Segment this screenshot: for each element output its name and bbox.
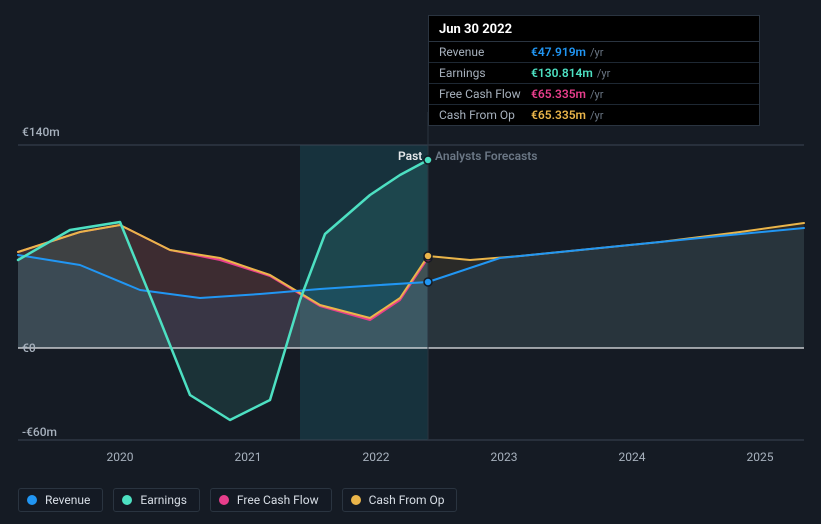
legend-label-free_cash_flow: Free Cash Flow (237, 493, 319, 507)
tooltip-date: Jun 30 2022 (429, 16, 759, 42)
xlabel-2021: 2021 (235, 450, 262, 464)
legend-label-cash_from_op: Cash From Op (369, 493, 445, 507)
ylabel-max: €140m (22, 125, 60, 139)
ylabel-min: -€60m (22, 425, 57, 439)
xlabel-2022: 2022 (363, 450, 390, 464)
legend-swatch-revenue (27, 495, 37, 505)
series-marker-cash_from_op (424, 252, 432, 260)
legend-item-cash_from_op[interactable]: Cash From Op (342, 488, 458, 512)
series-marker-earnings (424, 156, 432, 164)
tooltip-row-free_cash_flow: Free Cash Flow€65.335m/yr (429, 84, 759, 105)
tooltip-unit-cash_from_op: /yr (590, 109, 603, 122)
xlabel-2023: 2023 (491, 450, 518, 464)
tooltip-row-revenue: Revenue€47.919m/yr (429, 42, 759, 63)
xlabel-2020: 2020 (107, 450, 134, 464)
tooltip-label-free_cash_flow: Free Cash Flow (439, 87, 531, 101)
legend-item-free_cash_flow[interactable]: Free Cash Flow (210, 488, 332, 512)
legend-item-revenue[interactable]: Revenue (18, 488, 103, 512)
finance-chart: €140m €0 -€60m 202020212022202320242025 … (0, 0, 821, 524)
chart-tooltip: Jun 30 2022 Revenue€47.919m/yrEarnings€1… (428, 15, 760, 126)
tooltip-label-revenue: Revenue (439, 45, 531, 59)
legend-label-earnings: Earnings (140, 493, 187, 507)
label-past: Past (398, 149, 422, 163)
xlabel-2025: 2025 (747, 450, 774, 464)
legend-swatch-cash_from_op (351, 495, 361, 505)
tooltip-label-cash_from_op: Cash From Op (439, 108, 531, 122)
chart-legend: Revenue Earnings Free Cash Flow Cash From O… (18, 488, 457, 512)
tooltip-unit-free_cash_flow: /yr (590, 88, 603, 101)
legend-swatch-free_cash_flow (219, 495, 229, 505)
tooltip-value-earnings: €130.814m (531, 66, 593, 80)
tooltip-value-free_cash_flow: €65.335m (531, 87, 586, 101)
tooltip-row-earnings: Earnings€130.814m/yr (429, 63, 759, 84)
label-forecast: Analysts Forecasts (435, 149, 537, 163)
legend-label-revenue: Revenue (45, 493, 90, 507)
series-marker-revenue (424, 278, 432, 286)
legend-swatch-earnings (122, 495, 132, 505)
tooltip-unit-revenue: /yr (590, 46, 603, 59)
tooltip-label-earnings: Earnings (439, 66, 531, 80)
tooltip-row-cash_from_op: Cash From Op€65.335m/yr (429, 105, 759, 125)
tooltip-value-cash_from_op: €65.335m (531, 108, 586, 122)
tooltip-unit-earnings: /yr (597, 67, 610, 80)
ylabel-zero: €0 (22, 341, 36, 355)
legend-item-earnings[interactable]: Earnings (113, 488, 200, 512)
tooltip-value-revenue: €47.919m (531, 45, 586, 59)
xlabel-2024: 2024 (619, 450, 646, 464)
